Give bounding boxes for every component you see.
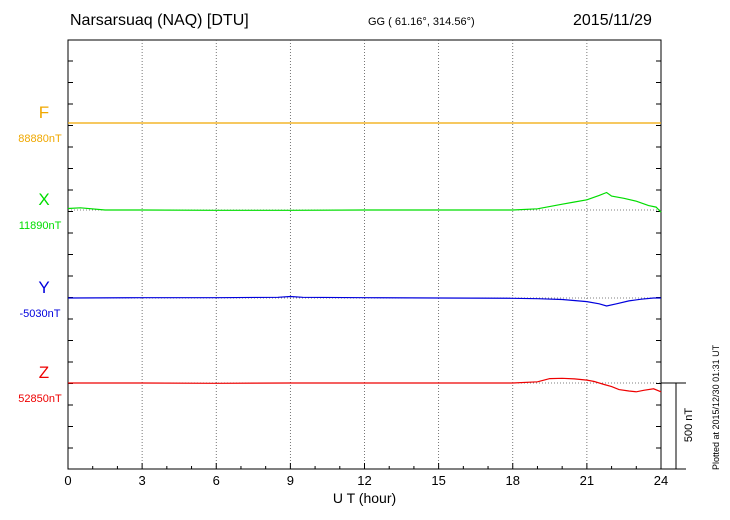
channel-label-y: Y: [38, 278, 49, 297]
channel-label-z: Z: [39, 363, 49, 382]
channel-baseline-y: -5030nT: [20, 308, 61, 320]
trace-y: [67, 295, 661, 307]
plot-date: 2015/11/29: [573, 12, 652, 29]
x-tick-label: 18: [506, 473, 520, 488]
x-tick-label: 21: [580, 473, 594, 488]
channel-baseline-x: 11890nT: [19, 220, 62, 232]
channel-label-f: F: [39, 103, 49, 122]
x-tick-label: 3: [139, 473, 146, 488]
channel-baseline-f: 88880nT: [18, 133, 62, 145]
x-tick-label: 24: [654, 473, 668, 488]
x-axis-label: U T (hour): [333, 490, 396, 506]
x-tick-label: 15: [431, 473, 445, 488]
x-tick-label: 6: [213, 473, 220, 488]
trace-x: [67, 191, 662, 213]
station-title: Narsarsuaq (NAQ) [DTU]: [70, 12, 249, 29]
x-tick-label: 12: [357, 473, 371, 488]
x-tick-label: 9: [287, 473, 294, 488]
trace-z: [68, 377, 662, 393]
channel-baseline-z: 52850nT: [18, 393, 62, 405]
plot-frame: [67, 39, 662, 470]
scale-bar-label: 500 nT: [683, 408, 695, 443]
channel-label-x: X: [38, 190, 49, 209]
station-coordinates: GG ( 61.16°, 314.56°): [368, 16, 475, 28]
x-tick-label: 0: [64, 473, 71, 488]
